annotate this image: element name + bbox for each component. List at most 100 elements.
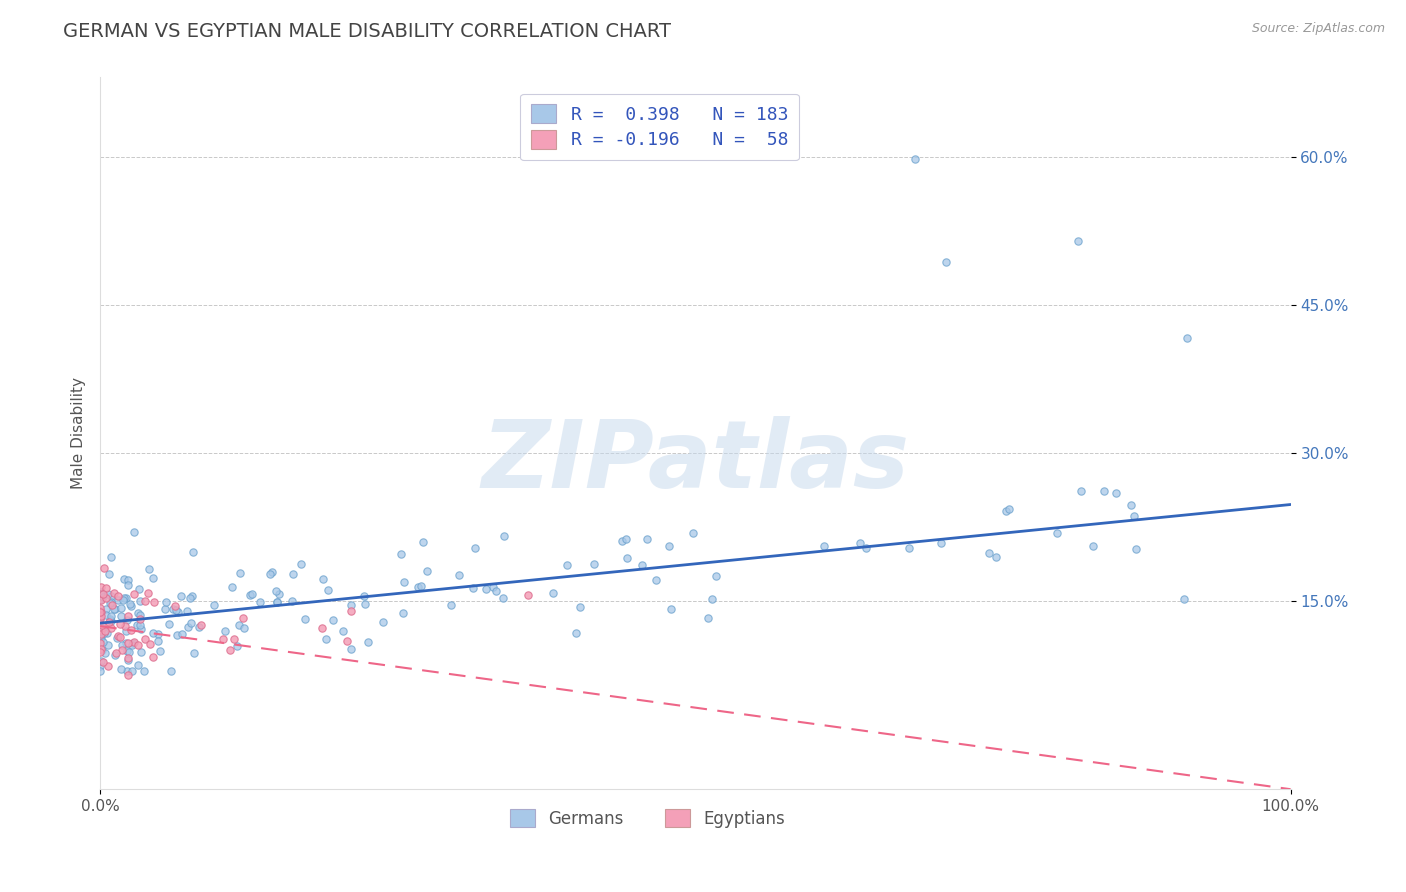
Point	[188, 620, 211, 634]
Point	[129, 607, 152, 622]
Point	[440, 598, 463, 612]
Point	[117, 650, 139, 665]
Point	[281, 566, 304, 581]
Point	[569, 599, 592, 614]
Point	[340, 641, 363, 656]
Point	[122, 635, 145, 649]
Point	[267, 587, 290, 601]
Point	[94, 646, 117, 660]
Point	[225, 639, 247, 653]
Point	[929, 536, 952, 550]
Point	[90, 618, 112, 632]
Point	[202, 598, 225, 612]
Point	[143, 595, 166, 609]
Point	[89, 592, 111, 607]
Text: GERMAN VS EGYPTIAN MALE DISABILITY CORRELATION CHART: GERMAN VS EGYPTIAN MALE DISABILITY CORRE…	[63, 22, 671, 41]
Point	[89, 604, 111, 618]
Point	[89, 605, 111, 619]
Point	[491, 591, 513, 606]
Point	[111, 643, 134, 657]
Point	[904, 153, 927, 167]
Point	[475, 582, 498, 596]
Point	[91, 642, 114, 657]
Point	[121, 664, 143, 678]
Point	[117, 613, 139, 627]
Point	[1092, 484, 1115, 499]
Point	[89, 664, 111, 678]
Point	[134, 632, 156, 647]
Point	[492, 529, 515, 543]
Point	[89, 610, 111, 624]
Point	[1083, 539, 1105, 553]
Point	[166, 605, 188, 619]
Point	[249, 595, 271, 609]
Point	[117, 668, 139, 682]
Point	[813, 539, 835, 553]
Point	[1173, 592, 1195, 607]
Point	[98, 615, 121, 630]
Point	[353, 589, 375, 603]
Point	[90, 627, 112, 641]
Point	[100, 595, 122, 609]
Point	[100, 621, 122, 635]
Point	[89, 611, 111, 625]
Point	[93, 561, 115, 575]
Point	[111, 638, 134, 652]
Point	[96, 626, 118, 640]
Point	[170, 589, 193, 603]
Point	[1066, 234, 1088, 248]
Point	[315, 632, 337, 647]
Point	[100, 614, 122, 628]
Point	[110, 617, 132, 632]
Point	[464, 541, 486, 555]
Point	[211, 632, 233, 647]
Point	[115, 635, 138, 649]
Point	[658, 539, 681, 553]
Point	[129, 612, 152, 626]
Point	[100, 550, 122, 565]
Point	[616, 550, 638, 565]
Point	[90, 592, 112, 607]
Point	[353, 597, 375, 611]
Point	[90, 587, 112, 601]
Point	[110, 601, 132, 615]
Point	[128, 582, 150, 597]
Point	[117, 643, 139, 657]
Point	[242, 587, 264, 601]
Point	[118, 645, 141, 659]
Point	[91, 587, 114, 601]
Point	[129, 622, 152, 636]
Point	[228, 617, 250, 632]
Point	[89, 612, 111, 626]
Point	[447, 567, 470, 582]
Point	[91, 656, 114, 670]
Point	[94, 581, 117, 595]
Point	[142, 650, 165, 665]
Point	[90, 632, 112, 646]
Point	[555, 558, 578, 573]
Point	[117, 653, 139, 667]
Point	[935, 254, 957, 268]
Point	[146, 627, 169, 641]
Point	[110, 608, 132, 623]
Point	[103, 601, 125, 615]
Point	[1121, 498, 1143, 512]
Point	[139, 637, 162, 651]
Point	[142, 572, 165, 586]
Point	[89, 659, 111, 673]
Point	[127, 638, 149, 652]
Point	[94, 607, 117, 622]
Point	[1175, 331, 1198, 345]
Point	[371, 615, 394, 630]
Point	[482, 580, 505, 594]
Point	[110, 662, 132, 676]
Point	[129, 618, 152, 632]
Point	[107, 629, 129, 643]
Point	[117, 609, 139, 624]
Point	[183, 646, 205, 660]
Point	[543, 586, 565, 600]
Point	[219, 642, 242, 657]
Point	[89, 621, 111, 635]
Point	[583, 558, 606, 572]
Point	[100, 609, 122, 624]
